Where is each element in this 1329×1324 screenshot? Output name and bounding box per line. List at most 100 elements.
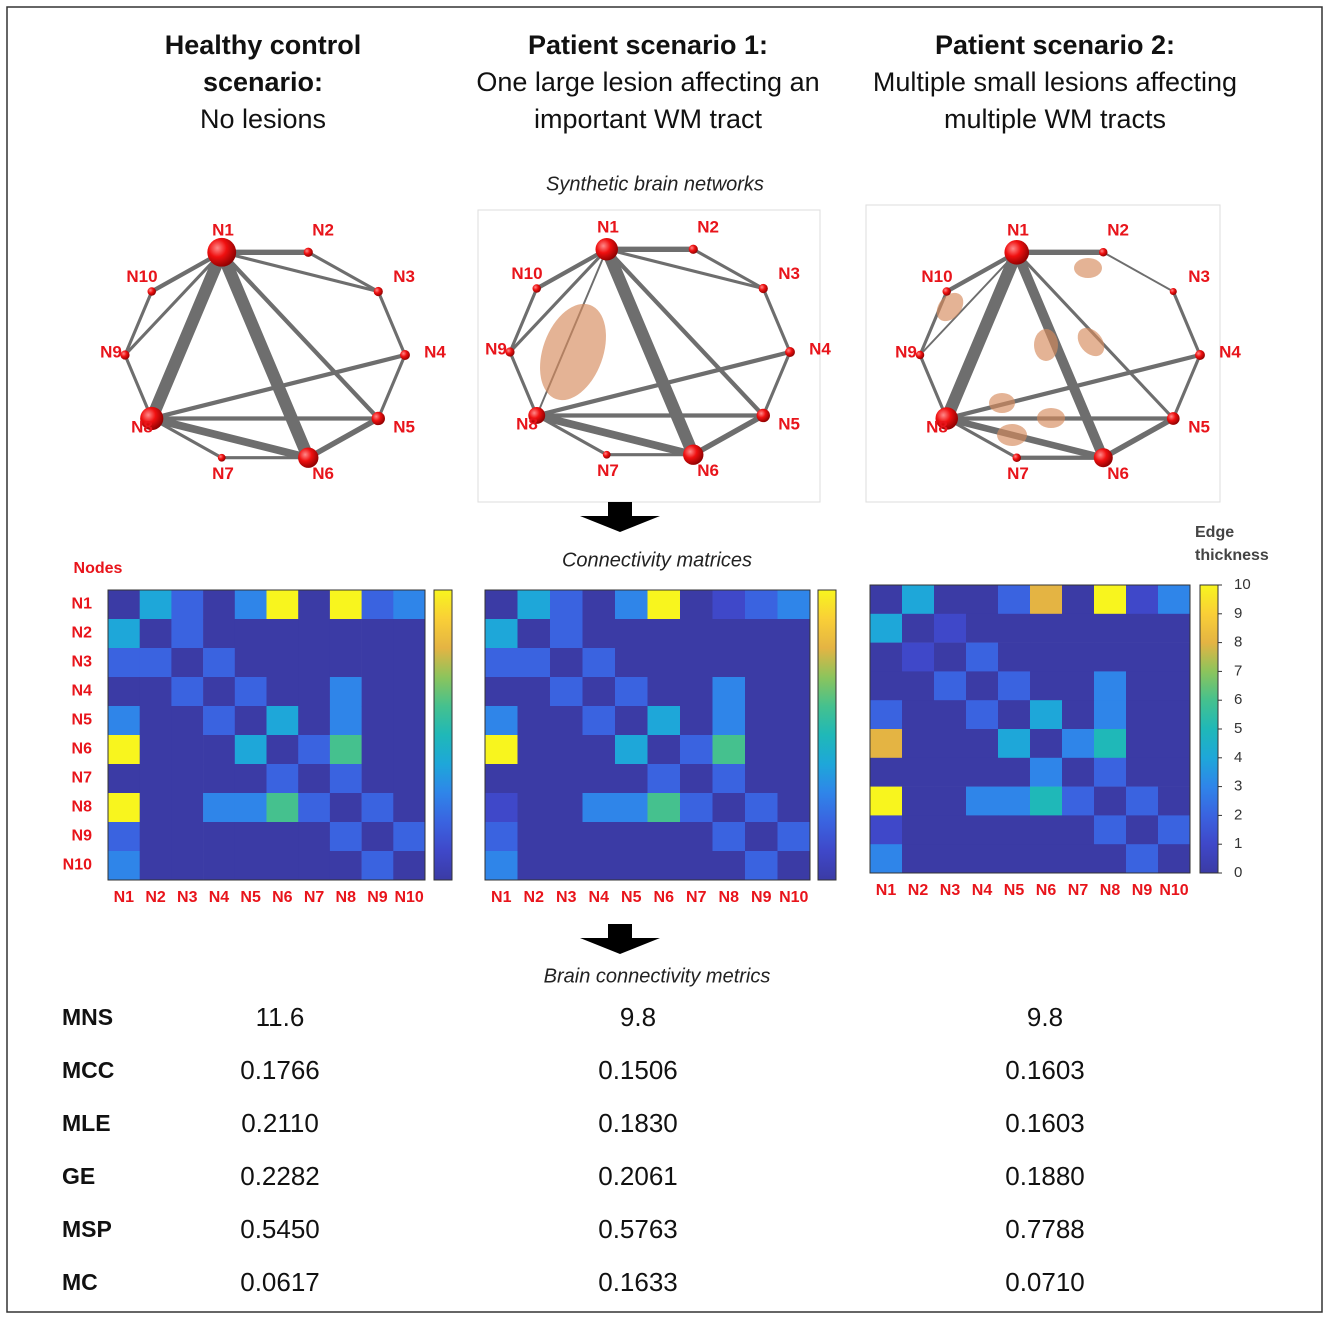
- node-label: N4: [809, 339, 831, 358]
- matrix-cell: [171, 590, 203, 619]
- matrix-col-label: N1: [491, 889, 512, 906]
- matrix-col-label: N8: [1100, 882, 1121, 899]
- matrix-col-label: N2: [524, 889, 545, 906]
- network-edge: [378, 292, 405, 355]
- matrix-cell: [1158, 643, 1190, 672]
- matrix-cell: [140, 822, 172, 851]
- matrix-cell: [108, 764, 140, 793]
- node-label: N2: [312, 221, 334, 240]
- metric-value: 0.1830: [598, 1108, 678, 1138]
- matrix-cell: [778, 619, 811, 648]
- matrix-cell: [330, 590, 362, 619]
- metric-name: MCC: [62, 1057, 114, 1083]
- network-edge: [607, 249, 764, 288]
- matrix-cell: [518, 706, 551, 735]
- matrix-cell: [298, 619, 330, 648]
- matrix-row-label: N10: [63, 857, 92, 874]
- matrix-cell: [298, 822, 330, 851]
- matrix-cell: [902, 844, 934, 873]
- matrix-cell: [778, 677, 811, 706]
- matrix-cell: [140, 619, 172, 648]
- matrix-cell: [648, 590, 681, 619]
- network-node: [1004, 240, 1029, 265]
- metric-value: 0.0617: [240, 1267, 320, 1297]
- column-subtitle: multiple WM tracts: [944, 104, 1166, 134]
- matrix-cell: [550, 764, 583, 793]
- matrix-cell: [583, 677, 616, 706]
- matrix-cell: [235, 590, 267, 619]
- network-node: [1195, 350, 1205, 360]
- matrix-cell: [140, 764, 172, 793]
- column-subtitle: Multiple small lesions affecting: [873, 67, 1237, 97]
- colorbar: [818, 590, 836, 880]
- matrix-cell: [518, 590, 551, 619]
- matrix-cell: [330, 764, 362, 793]
- matrix-cell: [680, 735, 713, 764]
- node-label: N7: [597, 461, 619, 480]
- matrix-cell: [298, 590, 330, 619]
- network-edge: [222, 252, 379, 291]
- matrix-cell: [298, 764, 330, 793]
- matrix-cell: [648, 706, 681, 735]
- node-label: N5: [1188, 418, 1210, 437]
- colorbar-label: Edge: [1195, 524, 1234, 541]
- matrix-cell: [648, 735, 681, 764]
- network-node: [1012, 453, 1021, 462]
- matrix-cell: [680, 822, 713, 851]
- matrix-cell: [1126, 700, 1158, 729]
- matrix-cell: [583, 793, 616, 822]
- matrix-cell: [934, 585, 966, 614]
- matrix-cell: [267, 822, 299, 851]
- matrix-cell: [870, 700, 902, 729]
- matrix-cell: [902, 643, 934, 672]
- matrix-cell: [330, 793, 362, 822]
- matrix-cell: [998, 758, 1030, 787]
- matrix-cell: [267, 619, 299, 648]
- matrix-cell: [203, 764, 235, 793]
- network-node: [374, 287, 383, 296]
- matrix-cell: [550, 706, 583, 735]
- matrix-cell: [998, 729, 1030, 758]
- matrix-cell: [583, 706, 616, 735]
- matrix-col-label: N4: [209, 889, 230, 906]
- colorbar-tick-label: 5: [1234, 720, 1242, 737]
- metric-value: 9.8: [1027, 1002, 1063, 1032]
- matrix-cell: [140, 735, 172, 764]
- matrix-row-label: N6: [72, 741, 93, 758]
- matrix-cell: [713, 764, 746, 793]
- colorbar-tick-label: 1: [1234, 835, 1242, 852]
- figure: Synthetic brain networks Connectivity ma…: [0, 0, 1329, 1319]
- matrix-cell: [934, 700, 966, 729]
- matrix-cell: [934, 815, 966, 844]
- matrix-cell: [966, 815, 998, 844]
- matrix-cell: [203, 793, 235, 822]
- column-subtitle: No lesions: [200, 104, 326, 134]
- matrix-cell: [902, 700, 934, 729]
- network-node: [603, 451, 611, 459]
- matrix-cell: [615, 822, 648, 851]
- node-label: N7: [1007, 464, 1029, 483]
- matrix-col-label: N2: [908, 882, 929, 899]
- network-edge: [947, 355, 1200, 418]
- matrix-cell: [615, 764, 648, 793]
- node-label: N9: [100, 342, 122, 361]
- matrix-col-label: N1: [876, 882, 897, 899]
- matrix-cell: [330, 706, 362, 735]
- section-label: Connectivity matrices: [562, 549, 752, 571]
- matrix-cell: [713, 677, 746, 706]
- matrix-cell: [550, 822, 583, 851]
- matrix-cell: [330, 648, 362, 677]
- matrix-cell: [485, 677, 518, 706]
- matrix-col-label: N8: [336, 889, 357, 906]
- matrix-cell: [267, 706, 299, 735]
- matrix-cell: [1062, 700, 1094, 729]
- matrix-cell: [680, 793, 713, 822]
- network-edge: [537, 415, 694, 454]
- matrix-cell: [870, 758, 902, 787]
- matrix-cell: [485, 851, 518, 880]
- matrix-cell: [713, 822, 746, 851]
- metric-value: 0.2061: [598, 1161, 678, 1191]
- arrow: [580, 924, 660, 954]
- matrix-cell: [745, 590, 778, 619]
- network-edge: [1103, 252, 1173, 291]
